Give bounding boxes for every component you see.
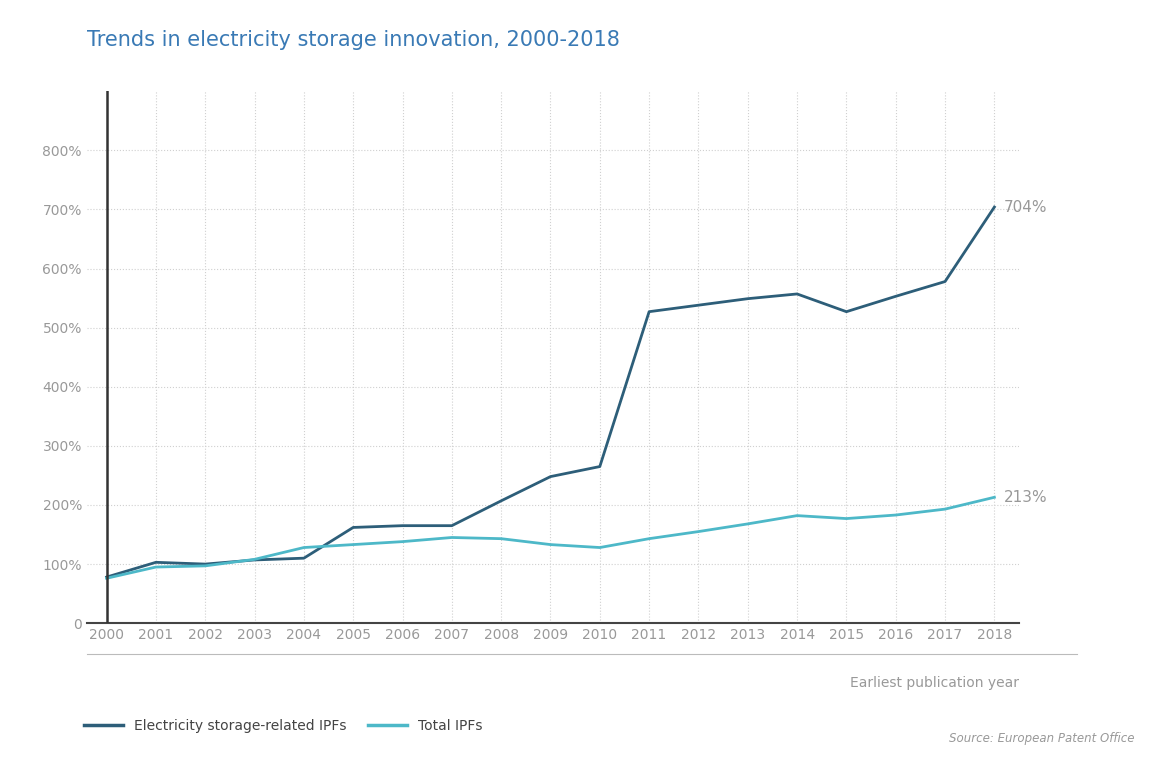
Legend: Electricity storage-related IPFs, Total IPFs: Electricity storage-related IPFs, Total … [85, 719, 482, 733]
Text: Earliest publication year: Earliest publication year [850, 676, 1019, 690]
Text: Source: European Patent Office: Source: European Patent Office [950, 732, 1135, 745]
Text: 213%: 213% [1004, 489, 1048, 505]
Text: 704%: 704% [1004, 200, 1048, 214]
Text: Trends in electricity storage innovation, 2000-2018: Trends in electricity storage innovation… [87, 30, 620, 50]
